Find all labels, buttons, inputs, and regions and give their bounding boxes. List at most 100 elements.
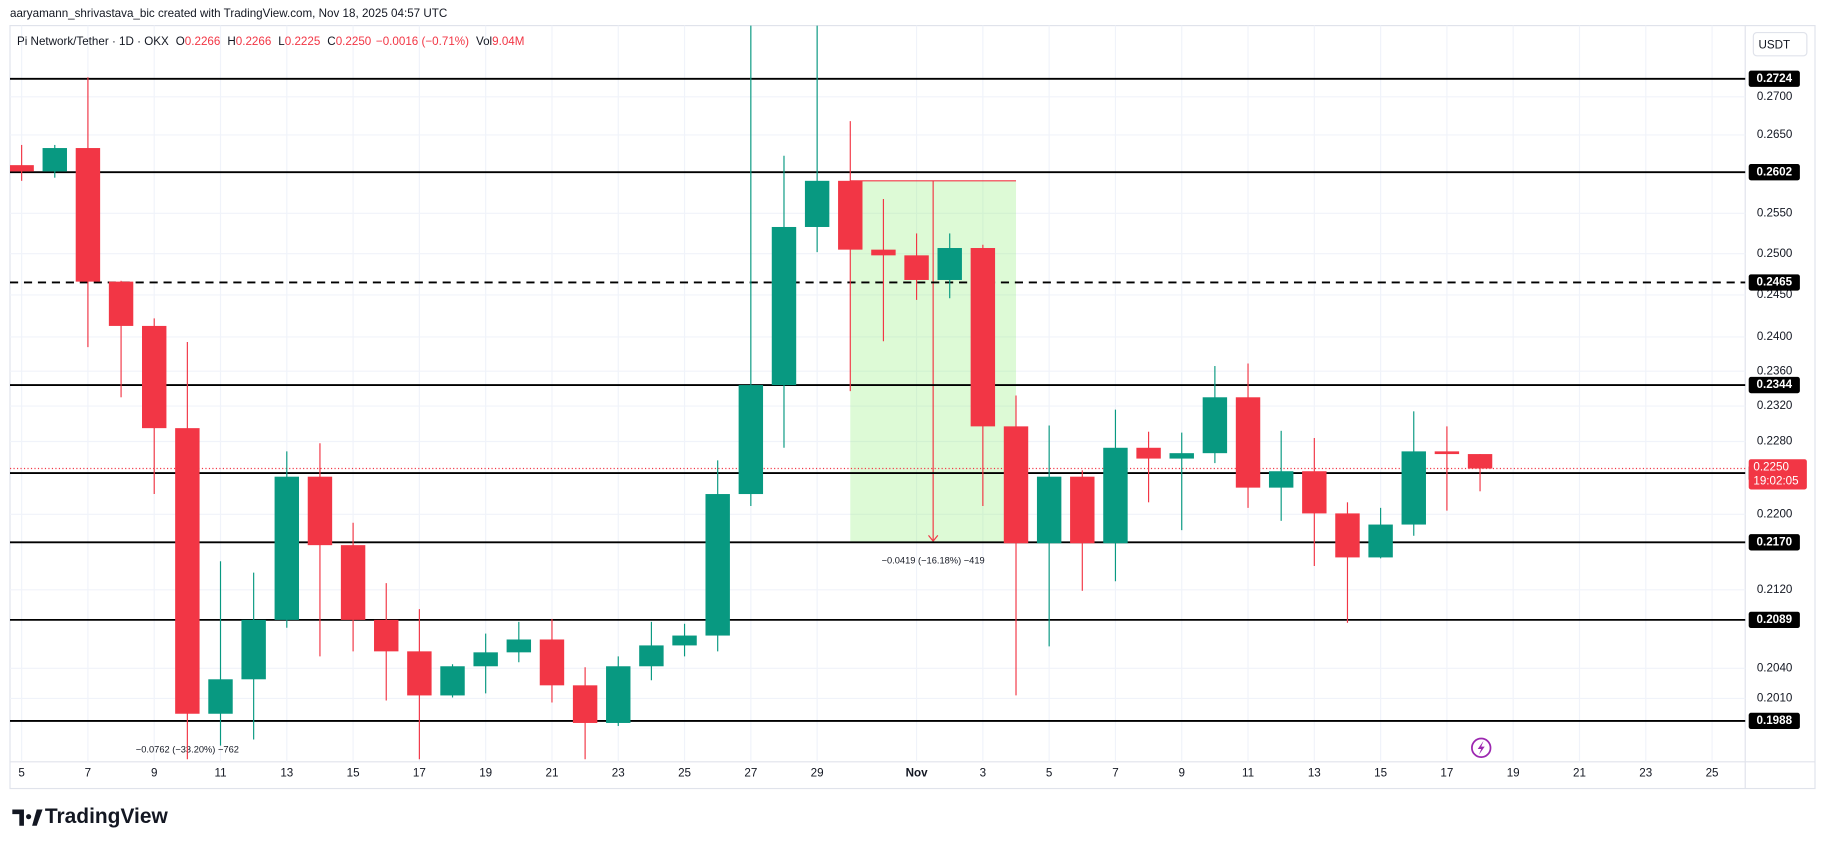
level-tag <box>1748 611 1800 629</box>
candle-body <box>473 652 498 667</box>
candle-body <box>539 639 565 686</box>
candle-body <box>705 494 730 636</box>
level-label: 0.2602 <box>1757 165 1793 178</box>
x-tick-label: 17 <box>1440 766 1453 779</box>
candle-body <box>1103 447 1128 544</box>
candles <box>10 25 1493 760</box>
x-tick-label: 9 <box>1179 766 1185 779</box>
h-label: H <box>227 35 235 48</box>
level-tag <box>1748 70 1800 87</box>
y-tick-label: 0.2320 <box>1757 399 1793 412</box>
l-label: L <box>278 35 285 48</box>
candle-body <box>937 248 962 280</box>
candle-body <box>1169 453 1194 459</box>
x-tick-label: 19 <box>1507 766 1520 779</box>
x-tick-label: 21 <box>1573 766 1586 779</box>
legend: Pi Network/Tether · 1D · OKX O0.2266 H0.22… <box>17 35 524 48</box>
x-tick-label: 23 <box>1639 766 1652 779</box>
x-tick-label: 23 <box>612 766 625 779</box>
candle-body <box>838 180 863 250</box>
x-tick-label: 15 <box>347 766 360 779</box>
candle-body <box>307 476 333 546</box>
c-value: 0.2250 <box>336 35 372 48</box>
logo-text: TradingView <box>45 805 169 828</box>
y-tick-label: 0.2200 <box>1757 507 1793 520</box>
level-label: 0.1988 <box>1757 714 1793 727</box>
x-tick-label: 15 <box>1374 766 1387 779</box>
lightning-icon[interactable] <box>1471 737 1492 758</box>
candle-body <box>606 666 631 723</box>
x-tick-label: 25 <box>1706 766 1719 779</box>
candle-body <box>1434 451 1460 455</box>
candle-body <box>1368 524 1393 558</box>
x-tick-label: 29 <box>811 766 824 779</box>
x-tick-label: 5 <box>18 766 24 779</box>
level-label: 0.2465 <box>1757 276 1793 289</box>
candle-body <box>440 666 465 696</box>
x-tick-label: 27 <box>744 766 757 779</box>
l-value: 0.2225 <box>285 35 321 48</box>
candle-body <box>175 428 200 714</box>
vol-value: 9.04M <box>492 35 524 48</box>
level-label: 0.2089 <box>1757 613 1793 626</box>
x-tick-label: 7 <box>1112 766 1118 779</box>
x-tick-label: 5 <box>1046 766 1052 779</box>
change: −0.0016 (−0.71%) <box>376 35 469 48</box>
candle-body <box>1302 471 1327 514</box>
candle-body <box>42 148 67 172</box>
attribution: aaryamann_shrivastava_bic created with T… <box>10 7 447 20</box>
x-tick-label: 11 <box>1242 766 1254 779</box>
last-price-label: 0.2250 <box>1753 460 1789 473</box>
candle-body <box>75 148 101 282</box>
level-tag <box>1748 534 1800 551</box>
y-tick-label: 0.2500 <box>1757 247 1793 260</box>
countdown: 19:02:05 <box>1753 474 1798 487</box>
candle-body <box>1268 471 1294 488</box>
h-value: 0.2266 <box>236 35 272 48</box>
candle-body <box>108 281 134 326</box>
x-tick-label: 3 <box>980 766 986 779</box>
candle-body <box>572 685 598 723</box>
y-tick-label: 0.2010 <box>1757 692 1793 705</box>
annotation: −0.0419 (−16.18%) −419 <box>882 555 985 565</box>
candle-body <box>506 639 532 653</box>
candle-body <box>274 476 300 620</box>
currency-box[interactable] <box>1752 31 1808 57</box>
candle-body <box>1467 454 1493 469</box>
x-tick-label: 13 <box>280 766 293 779</box>
candle-body <box>1003 426 1029 544</box>
candle-body <box>1335 513 1360 558</box>
level-tag <box>1748 164 1800 181</box>
candle-body <box>804 180 830 227</box>
logo: TradingView <box>12 805 168 828</box>
x-tick-label: 13 <box>1308 766 1321 779</box>
x-tick-label: Nov <box>906 766 928 779</box>
candle-body <box>1401 451 1426 525</box>
candle-body <box>208 679 233 714</box>
currency[interactable]: USDT <box>1758 38 1790 51</box>
grid <box>10 25 1746 762</box>
x-tick-label: 25 <box>678 766 691 779</box>
level-tag <box>1748 712 1800 730</box>
y-tick-label: 0.2450 <box>1757 288 1793 301</box>
vol-label: Vol <box>476 35 492 48</box>
overlay: −0.0419 (−16.18%) −419−0.0762 (−33.20%) … <box>10 77 1746 755</box>
candle-body <box>672 635 697 646</box>
chart-frame <box>9 25 1816 790</box>
y-tick-label: 0.2360 <box>1757 364 1793 377</box>
candle-body <box>1235 397 1261 488</box>
candle-body <box>1070 476 1095 544</box>
level-tag <box>1748 274 1800 291</box>
candle-body <box>407 651 432 696</box>
y-tick-label: 0.2040 <box>1757 661 1793 674</box>
candle-body <box>639 645 664 667</box>
level-label: 0.2170 <box>1757 535 1793 548</box>
candle-body <box>1036 476 1062 544</box>
candle-body <box>10 165 34 172</box>
candle-body <box>142 325 167 429</box>
c-label: C <box>327 35 335 48</box>
y-tick-label: 0.2120 <box>1757 583 1793 596</box>
level-tag <box>1748 376 1800 394</box>
